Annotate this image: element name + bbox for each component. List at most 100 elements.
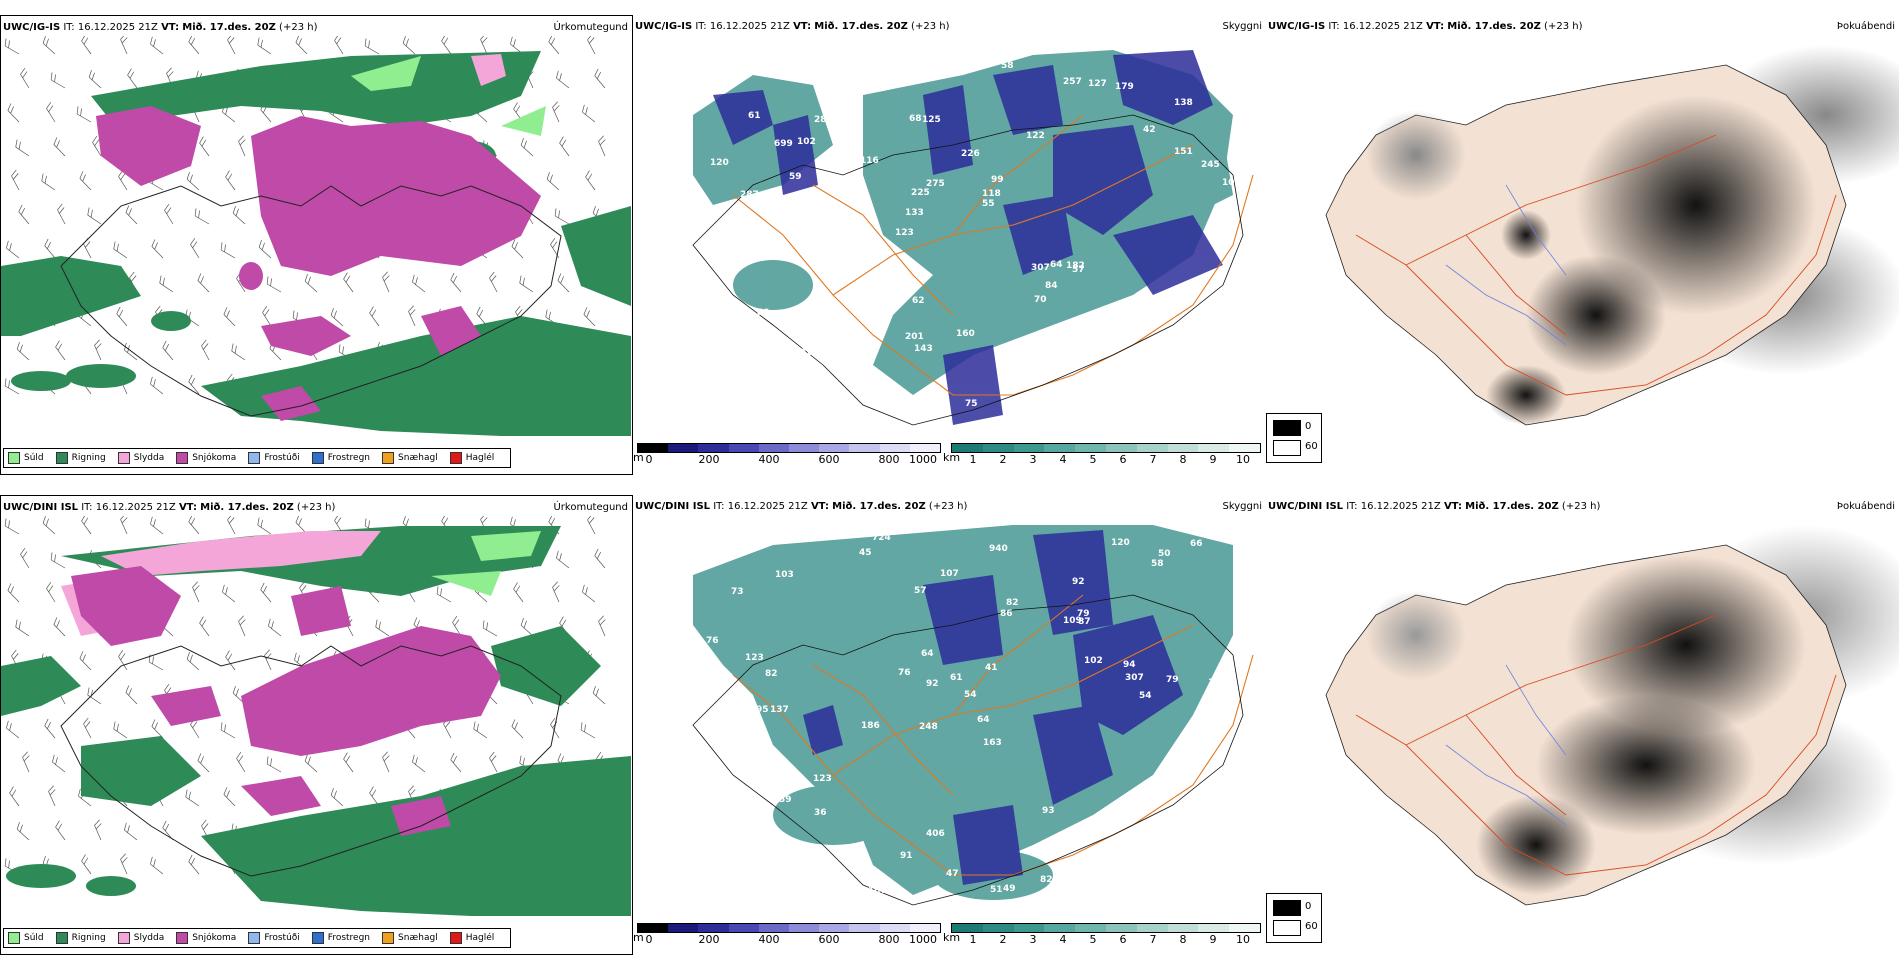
- cloud-base-label: 37: [720, 55, 733, 65]
- fog-map: [1325, 525, 1899, 906]
- cloud-base-label: 64: [1050, 260, 1063, 270]
- cloud-base-label: 102: [797, 137, 816, 147]
- cloud-base-label: 82: [712, 791, 725, 801]
- roads: [732, 114, 1254, 396]
- cloud-base-label: 96: [816, 374, 829, 384]
- fog-key: 0 60: [1266, 413, 1322, 463]
- cloud-base-label: 180: [801, 348, 820, 358]
- cloud-base-label: 133: [905, 208, 924, 218]
- colorbar-m: m 0 200 400 600 800 1000: [633, 923, 943, 953]
- cloud-base-label: 54: [964, 690, 977, 700]
- cloud-base-label: 61: [748, 111, 761, 121]
- cloud-base-label: 94: [1123, 660, 1136, 670]
- cloud-base-label: 247: [1218, 789, 1237, 799]
- cloud-base-label: 287: [740, 190, 759, 200]
- cloud-base-label: 109: [1210, 86, 1229, 96]
- cloud-base-label: 82: [1139, 844, 1152, 854]
- cloud-base-label: 87: [1078, 617, 1091, 627]
- cloud-base-label: 163: [983, 738, 1002, 748]
- cloud-base-label: 67: [753, 852, 766, 862]
- legend-item: Haglél: [449, 932, 494, 944]
- cloud-base-label: 59: [779, 795, 792, 805]
- cloud-base-label: 95: [756, 705, 769, 715]
- cloud-base-label: 118: [982, 189, 1001, 199]
- cloud-base-label: 64: [845, 159, 858, 169]
- snow-areas: [96, 106, 541, 421]
- cloud-base-label: 107: [940, 569, 959, 579]
- cloud-base-label: 307: [1125, 673, 1144, 683]
- cloud-base-label: 307: [1031, 263, 1050, 273]
- cloud-base-label: 340: [822, 206, 841, 216]
- legend-item: Súld: [8, 452, 44, 464]
- product-label: Þokuábendi: [1836, 21, 1895, 32]
- cloud-base-label: 248: [919, 722, 938, 732]
- cloud-base-label: 179: [1115, 82, 1134, 92]
- cloud-base-label: 92: [1072, 577, 1085, 587]
- cloud-base-label: 68: [909, 114, 922, 124]
- cloud-base-label: 41: [985, 663, 998, 673]
- cloud-base-label: 280: [814, 115, 833, 125]
- cloud-base-label: 116: [860, 156, 879, 166]
- cloud-base-label: 51: [990, 885, 1003, 895]
- cloud-base-label: 186: [861, 721, 880, 731]
- cloud-base-label: 79: [1077, 609, 1090, 619]
- cloud-base-label: 406: [926, 829, 945, 839]
- cloud-base-label: 137: [770, 705, 789, 715]
- cloud-base-label: 49: [1003, 884, 1016, 894]
- cloud-base-label: 75: [965, 399, 978, 409]
- cloud-base-label: 102: [1215, 675, 1234, 685]
- cloud-base-label: 168: [742, 316, 761, 326]
- legend-item: Frostúði: [248, 932, 300, 944]
- fog-key: 0 60: [1266, 893, 1322, 943]
- island-outline: [692, 594, 1244, 906]
- legend-item: Slydda: [117, 932, 164, 944]
- legend-item: Slydda: [117, 452, 164, 464]
- fog-areas: [1366, 555, 1806, 895]
- product-label: Úrkomutegund: [553, 502, 628, 513]
- cloud-base-label: 427: [797, 329, 816, 339]
- drizzle-areas: [431, 531, 541, 596]
- precip-map: [1, 36, 631, 436]
- product-label: Skyggni: [1222, 501, 1262, 512]
- snow-areas: [71, 566, 501, 836]
- cloud-base-label: 280: [720, 398, 739, 408]
- fog-panel-top: UWC/IG-IS IT: 16.12.2025 21Z VT: Mið. 17…: [1266, 15, 1899, 475]
- legend-item: Snjókoma: [176, 932, 236, 944]
- cloud-base-label: 96: [718, 363, 731, 373]
- cloud-base-label: 66: [1190, 539, 1203, 549]
- cloud-base-label: 158: [1129, 832, 1148, 842]
- panel-title: UWC/DINI ISL IT: 16.12.2025 21Z VT: Mið.…: [1268, 501, 1601, 512]
- cloud-base-label: 82: [1040, 875, 1053, 885]
- precip-panel-bottom: UWC/DINI ISL IT: 16.12.2025 21Z VT: Mið.…: [0, 495, 633, 955]
- cloud-base-label: 76: [898, 668, 911, 678]
- cloud-base-label: 151: [1174, 147, 1193, 157]
- cloud-base-label: 93: [1042, 806, 1055, 816]
- cloud-base-label: 54: [1139, 691, 1152, 701]
- precip-map: [1, 516, 631, 916]
- cloud-base-label: 82: [765, 669, 778, 679]
- rivers: [1445, 664, 1567, 826]
- panel-title: UWC/IG-IS IT: 16.12.2025 21Z VT: Mið. 17…: [3, 22, 318, 33]
- island-outline: [692, 114, 1244, 426]
- cloud-base-label: 226: [961, 149, 980, 159]
- cloud-base-label: 120: [1111, 538, 1130, 548]
- cloud-base-label: 64: [921, 649, 934, 659]
- colorbar-km: km 1 2 3 4 5 6 7 8 9 10: [943, 443, 1263, 473]
- cloud-base-label: 55: [982, 199, 995, 209]
- cloud-base-label: 187: [766, 385, 785, 395]
- product-label: Skyggni: [1222, 21, 1262, 32]
- cloud-base-label: 225: [911, 188, 930, 198]
- cloud-base-label: 136: [1123, 379, 1142, 389]
- cloud-base-label: 64: [977, 715, 990, 725]
- cloud-base-label: 58: [1001, 61, 1014, 71]
- cloud-base-label: 122: [1026, 131, 1045, 141]
- cloud-base-label: 129: [1159, 340, 1178, 350]
- cloud-panel-top: UWC/IG-IS IT: 16.12.2025 21Z VT: Mið. 17…: [633, 15, 1266, 475]
- sleet-areas: [471, 54, 506, 86]
- cloud-base-label: 257: [1063, 77, 1082, 87]
- cloud-base-label: 82: [1006, 598, 1019, 608]
- cloud-base-label: 62: [912, 296, 925, 306]
- fog-map: [1325, 45, 1899, 426]
- panel-title: UWC/DINI ISL IT: 16.12.2025 21Z VT: Mið.…: [3, 502, 336, 513]
